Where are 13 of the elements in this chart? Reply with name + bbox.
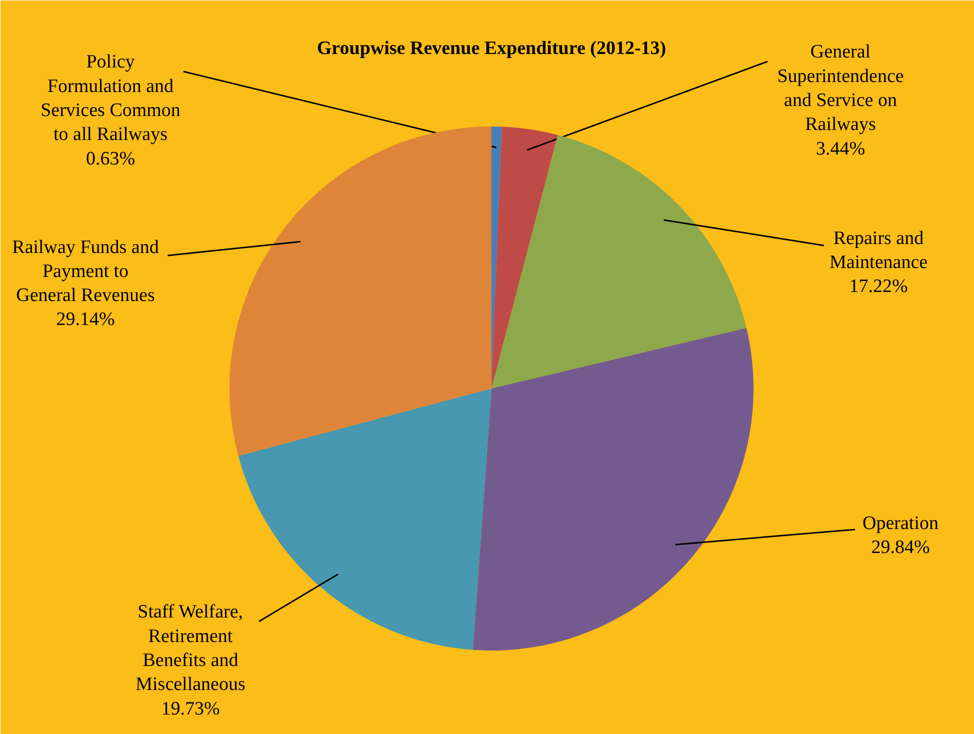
data-label: 0.63%	[86, 148, 136, 170]
data-label: 3.44%	[816, 138, 866, 160]
chart-title: Groupwise Revenue Expenditure (2012-13)	[316, 38, 666, 59]
data-label: 17.22%	[849, 276, 908, 298]
slice-label: Repairs and Maintenance	[829, 228, 928, 273]
data-label: 19.73%	[161, 698, 220, 720]
slice-label: Staff Welfare, Retirement Benefits and Miscellaneous	[136, 602, 246, 696]
data-label: 29.14%	[56, 309, 115, 330]
slice-label: Operation	[862, 512, 939, 534]
data-label: 29.84%	[871, 537, 930, 558]
slice-label: Policy Formulation and Services Common to all Railways	[40, 52, 181, 146]
slice-label: Railway Funds and Payment to General Revenues	[12, 236, 160, 306]
slice-label: General Superintendence and Service on Railways	[777, 42, 904, 136]
